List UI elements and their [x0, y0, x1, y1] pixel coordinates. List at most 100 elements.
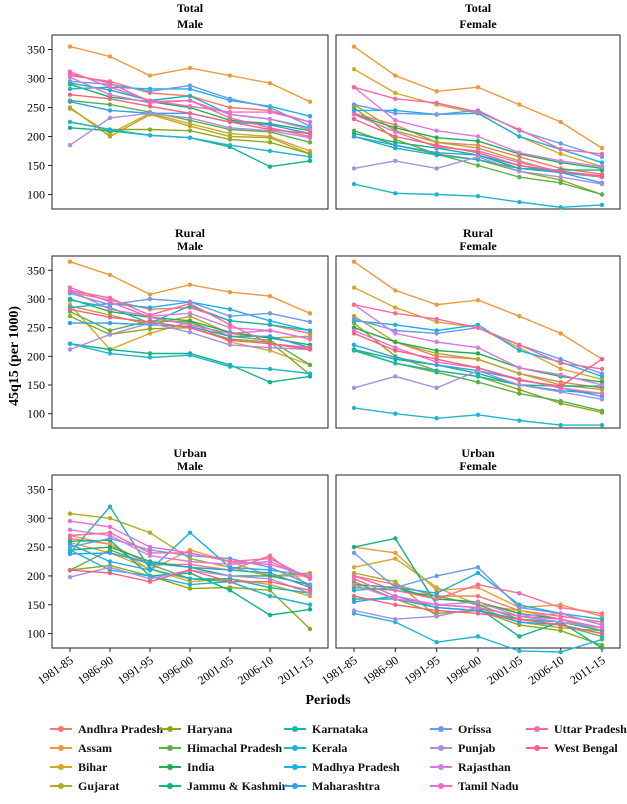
data-point-rajasthan [267, 116, 273, 122]
data-point-uttar-pradesh [434, 596, 439, 602]
legend-label: Bihar [78, 759, 108, 774]
data-point-jammu-kashmir [227, 588, 233, 593]
panel-subtitle: Female [459, 459, 497, 473]
x-tick-label: 1991-95 [402, 653, 443, 687]
data-point-madhya-pradesh [267, 318, 273, 323]
panel-title: Urban [173, 446, 207, 460]
data-point-tamil-nadu [434, 602, 439, 607]
data-point-orissa [227, 96, 233, 102]
y-tick-label: 100 [27, 627, 45, 641]
data-point-bihar [351, 565, 357, 570]
data-point-assam [393, 288, 398, 293]
data-point-west-bengal [475, 611, 481, 616]
data-point-west-bengal [351, 116, 357, 122]
data-point-rajasthan [307, 127, 313, 132]
data-point-uttar-pradesh [107, 530, 113, 535]
data-point-kerala [227, 143, 233, 148]
data-point-tamil-nadu [267, 562, 273, 567]
data-point-west-bengal [351, 331, 357, 336]
data-point-orissa [267, 311, 273, 316]
data-point-india [434, 348, 439, 353]
data-point-assam [351, 259, 357, 264]
data-point-tamil-nadu [599, 625, 605, 631]
data-point-punjab [393, 616, 398, 622]
data-point-punjab [351, 608, 357, 613]
data-point-jammu-kashmir [307, 607, 313, 612]
x-tick-label: 2011-15 [275, 653, 315, 687]
legend-item: Jammu & Kashmir [159, 778, 287, 794]
data-point-orissa [307, 319, 313, 325]
data-point-gujarat [107, 516, 113, 521]
legend-label: Tamil Nadu [458, 778, 519, 793]
data-point-punjab [393, 374, 398, 379]
data-point-himachal-pradesh [517, 174, 522, 180]
data-point-bihar [147, 331, 153, 336]
legend-swatch [526, 724, 548, 734]
data-point-himachal-pradesh [475, 163, 481, 168]
data-point-maharashtra [267, 570, 273, 576]
data-point-orissa [147, 89, 153, 94]
data-point-kerala [517, 418, 522, 423]
data-point-orissa [307, 123, 313, 129]
data-point-madhya-pradesh [187, 86, 193, 92]
x-tick-label: 1986-90 [75, 653, 116, 687]
x-tick-label: 1981-85 [319, 653, 360, 687]
data-point-west-bengal [267, 341, 273, 346]
legend-swatch [526, 743, 548, 753]
data-point-west-bengal [434, 143, 439, 148]
data-point-gujarat [599, 387, 605, 392]
data-point-rajasthan [475, 599, 481, 605]
data-point-west-bengal [475, 150, 481, 155]
data-point-rajasthan [475, 345, 481, 350]
data-point-gujarat [267, 135, 273, 140]
legend-swatch [430, 743, 452, 753]
x-tick-label: 2006-10 [526, 653, 567, 687]
legend-label: Himachal Pradesh [187, 740, 282, 755]
data-point-gujarat [67, 511, 73, 516]
y-tick-label: 150 [27, 598, 45, 612]
legend-swatch [159, 724, 181, 734]
data-point-himachal-pradesh [558, 180, 563, 186]
data-point-punjab [558, 389, 563, 395]
y-tick-label: 250 [27, 321, 45, 335]
legend-swatch [284, 781, 306, 791]
data-point-karnataka [351, 348, 357, 353]
data-point-orissa [351, 316, 357, 322]
data-point-uttar-pradesh [67, 288, 73, 293]
data-point-kerala [558, 205, 563, 210]
data-point-tamil-nadu [147, 544, 153, 550]
data-point-kerala [267, 148, 273, 154]
data-point-assam [558, 331, 563, 336]
data-point-tamil-nadu [393, 593, 398, 599]
data-point-madhya-pradesh [67, 86, 73, 92]
y-tick-label: 250 [27, 101, 45, 115]
data-point-uttar-pradesh [351, 573, 357, 579]
data-point-punjab [351, 166, 357, 171]
data-point-madhya-pradesh [307, 114, 313, 119]
legend-label: West Bengal [554, 740, 618, 755]
data-point-rajasthan [187, 311, 193, 316]
data-point-tamil-nadu [393, 129, 398, 135]
y-tick-label: 100 [27, 407, 45, 421]
data-point-assam [517, 102, 522, 107]
data-point-punjab [517, 382, 522, 388]
data-point-uttar-pradesh [147, 312, 153, 318]
data-point-orissa [599, 371, 605, 376]
data-point-kerala [393, 191, 398, 196]
y-tick-label: 300 [27, 511, 45, 525]
data-point-orissa [475, 565, 481, 570]
legend-item: Maharashtra [284, 778, 380, 794]
y-tick-label: 350 [27, 482, 45, 496]
data-point-india [187, 318, 193, 323]
data-point-west-bengal [599, 357, 605, 362]
data-point-assam [307, 311, 313, 316]
data-point-kerala [393, 411, 398, 416]
data-point-orissa [147, 296, 153, 302]
data-point-kerala [558, 422, 563, 428]
data-point-haryana [67, 314, 73, 319]
data-point-himachal-pradesh [475, 379, 481, 385]
data-point-punjab [147, 111, 153, 116]
legend-swatch [50, 724, 72, 734]
data-point-punjab [434, 385, 439, 391]
